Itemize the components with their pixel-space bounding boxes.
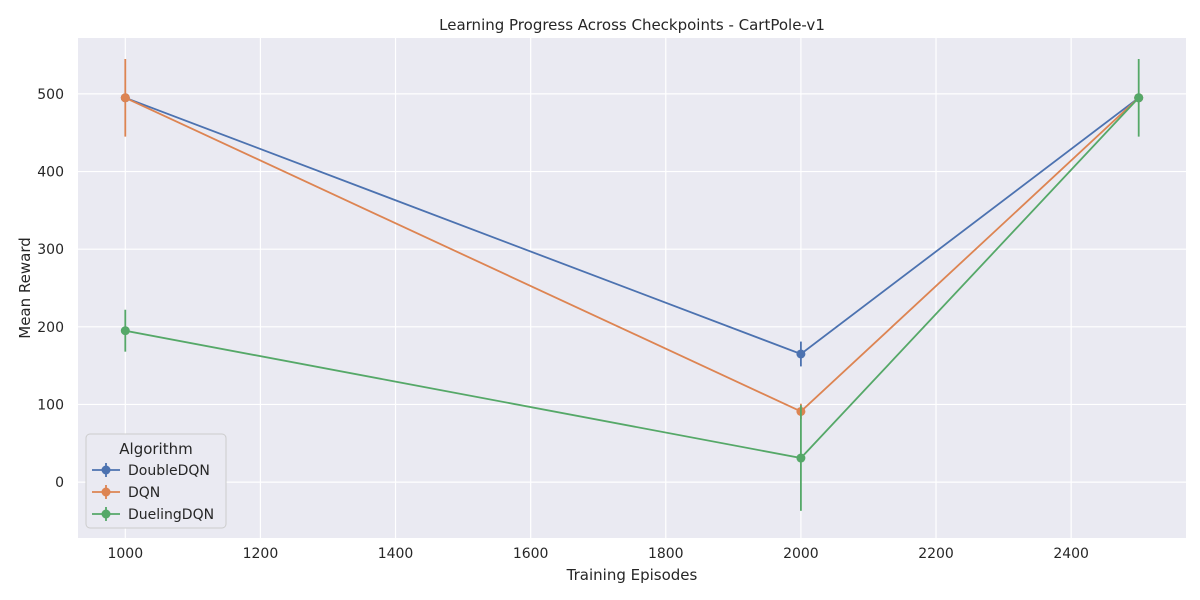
y-tick-labels: 0 100 200 300 400 500 xyxy=(37,87,64,491)
x-tick-label: 2000 xyxy=(783,546,819,562)
x-axis-label: Training Episodes xyxy=(566,566,698,584)
data-point xyxy=(120,93,130,103)
legend: Algorithm DoubleDQN DQN DuelingDQN xyxy=(85,433,227,529)
x-tick-label: 2200 xyxy=(918,546,954,562)
x-tick-label: 1600 xyxy=(513,546,549,562)
legend-title: Algorithm xyxy=(119,440,192,458)
grid-lines xyxy=(78,38,1186,538)
x-tick-label: 1400 xyxy=(378,546,414,562)
series-duelingdqn xyxy=(120,58,1144,511)
legend-label: DoubleDQN xyxy=(128,463,210,479)
legend-label: DuelingDQN xyxy=(128,507,214,523)
chart-title: Learning Progress Across Checkpoints - C… xyxy=(439,16,825,34)
data-point xyxy=(796,349,806,359)
legend-label: DQN xyxy=(128,485,160,501)
legend-box xyxy=(85,433,227,529)
data-point xyxy=(1134,93,1144,103)
series-layer xyxy=(120,58,1144,511)
y-tick-label: 100 xyxy=(37,397,64,413)
x-tick-label: 2400 xyxy=(1053,546,1089,562)
y-axis-label: Mean Reward xyxy=(16,237,34,339)
x-tick-labels: 1000 1200 1400 1600 1800 2000 2200 2400 xyxy=(107,546,1088,562)
y-tick-label: 200 xyxy=(37,320,64,336)
y-tick-label: 0 xyxy=(55,475,64,491)
y-tick-label: 300 xyxy=(37,242,64,258)
y-tick-label: 400 xyxy=(37,165,64,181)
legend-item-dqn: DQN xyxy=(92,485,160,501)
x-tick-label: 1200 xyxy=(243,546,279,562)
legend-items: DoubleDQN DQN DuelingDQN xyxy=(92,463,214,523)
data-point xyxy=(796,453,806,463)
legend-item-doubledqn: DoubleDQN xyxy=(92,463,210,479)
data-point xyxy=(120,326,130,336)
x-tick-label: 1000 xyxy=(107,546,143,562)
y-tick-label: 500 xyxy=(37,87,64,103)
legend-item-duelingdqn: DuelingDQN xyxy=(92,507,214,523)
x-tick-label: 1800 xyxy=(648,546,684,562)
legend-swatch-marker xyxy=(101,487,111,497)
plot-area xyxy=(78,38,1186,538)
legend-swatch-marker xyxy=(101,465,111,475)
legend-swatch-marker xyxy=(101,509,111,519)
